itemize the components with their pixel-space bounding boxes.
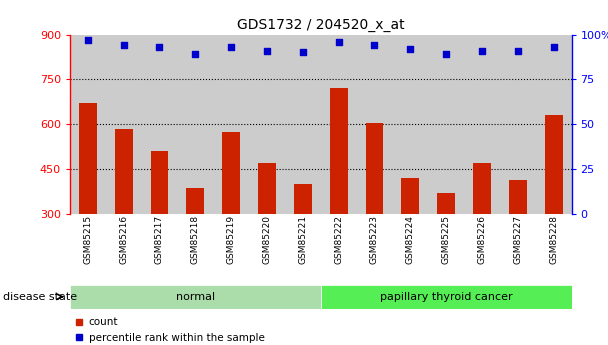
Bar xyxy=(330,88,348,214)
Bar xyxy=(79,103,97,214)
Point xyxy=(154,44,164,50)
Text: GSM85221: GSM85221 xyxy=(299,215,307,264)
Bar xyxy=(258,163,276,214)
Text: papillary thyroid cancer: papillary thyroid cancer xyxy=(380,292,513,302)
Legend: count, percentile rank within the sample: count, percentile rank within the sample xyxy=(75,317,264,343)
Bar xyxy=(509,179,527,214)
Text: GSM85219: GSM85219 xyxy=(227,215,236,264)
Text: GSM85227: GSM85227 xyxy=(513,215,522,264)
Point xyxy=(83,37,92,43)
Bar xyxy=(437,193,455,214)
Point xyxy=(262,48,272,53)
Point xyxy=(441,51,451,57)
Bar xyxy=(321,285,572,309)
Bar xyxy=(187,188,204,214)
Point xyxy=(370,42,379,48)
Text: GSM85222: GSM85222 xyxy=(334,215,343,264)
Bar xyxy=(294,184,312,214)
Bar xyxy=(473,163,491,214)
Title: GDS1732 / 204520_x_at: GDS1732 / 204520_x_at xyxy=(237,18,404,32)
Point xyxy=(406,46,415,52)
Text: GSM85215: GSM85215 xyxy=(83,215,92,264)
Point xyxy=(190,51,200,57)
Bar xyxy=(70,285,321,309)
Point xyxy=(226,44,236,50)
Point xyxy=(119,42,128,48)
Text: normal: normal xyxy=(176,292,215,302)
Text: GSM85228: GSM85228 xyxy=(549,215,558,264)
Text: GSM85225: GSM85225 xyxy=(441,215,451,264)
Bar xyxy=(365,123,384,214)
Text: GSM85216: GSM85216 xyxy=(119,215,128,264)
Text: GSM85220: GSM85220 xyxy=(263,215,272,264)
Bar xyxy=(115,129,133,214)
Bar xyxy=(222,132,240,214)
Point xyxy=(298,50,308,55)
Text: GSM85226: GSM85226 xyxy=(477,215,486,264)
Point xyxy=(513,48,523,53)
Bar xyxy=(545,115,562,214)
Text: disease state: disease state xyxy=(3,292,77,302)
Text: GSM85217: GSM85217 xyxy=(155,215,164,264)
Text: GSM85223: GSM85223 xyxy=(370,215,379,264)
Text: GSM85218: GSM85218 xyxy=(191,215,200,264)
Bar xyxy=(401,178,420,214)
Point xyxy=(549,44,559,50)
Point xyxy=(477,48,487,53)
Point xyxy=(334,39,344,45)
Bar xyxy=(151,151,168,214)
Text: GSM85224: GSM85224 xyxy=(406,215,415,264)
